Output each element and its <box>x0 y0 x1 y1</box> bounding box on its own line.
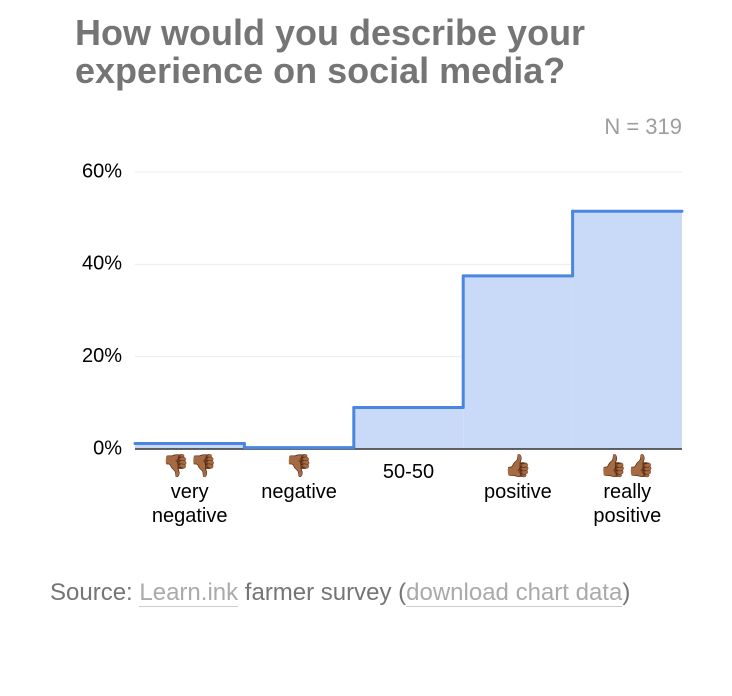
x-tick-label: very negative <box>151 481 228 527</box>
chart-title: How would you describe your experience o… <box>75 12 586 91</box>
x-tick-label: really positive <box>593 481 662 527</box>
area-step <box>135 443 245 449</box>
y-tick-label: 20% <box>82 345 122 367</box>
source-text: farmer survey ( <box>244 579 407 606</box>
x-tick-label: 50-50 <box>382 461 435 483</box>
source-link[interactable]: Learn.ink <box>139 579 239 607</box>
x-tick-label: positive <box>483 481 552 503</box>
download-link[interactable]: download chart data <box>406 579 623 607</box>
y-tick-label: 60% <box>82 160 122 182</box>
x-tick-label-group: 👎🏾 negative <box>244 452 354 504</box>
source-suffix: ) <box>622 579 631 606</box>
chart: 0% 20% 40% 60% <box>82 160 684 459</box>
area-step <box>353 407 464 449</box>
chart-subtitle: N = 319 <box>604 114 682 139</box>
area-step <box>572 211 682 449</box>
category-icon: 👎🏾👎🏾 <box>162 453 218 478</box>
x-tick-label-group: 👍🏾 positive <box>463 452 573 504</box>
category-icon: 👍🏾👍🏾 <box>599 453 655 478</box>
y-tick-label: 0% <box>93 437 122 459</box>
area-step <box>463 275 573 449</box>
y-tick-label: 40% <box>82 253 122 275</box>
source-prefix: Source: <box>50 579 133 606</box>
category-icon: 👍🏾 <box>504 453 532 478</box>
x-tick-label-group: 50-50 <box>354 460 464 484</box>
x-tick-label-group: 👍🏾👍🏾 really positive <box>572 452 682 528</box>
source-note: Source: Learn.ink farmer survey (downloa… <box>50 574 700 612</box>
x-tick-label: negative <box>261 481 337 503</box>
category-icon: 👎🏾 <box>285 453 313 478</box>
x-tick-label-group: 👎🏾👎🏾 very negative <box>135 452 245 528</box>
